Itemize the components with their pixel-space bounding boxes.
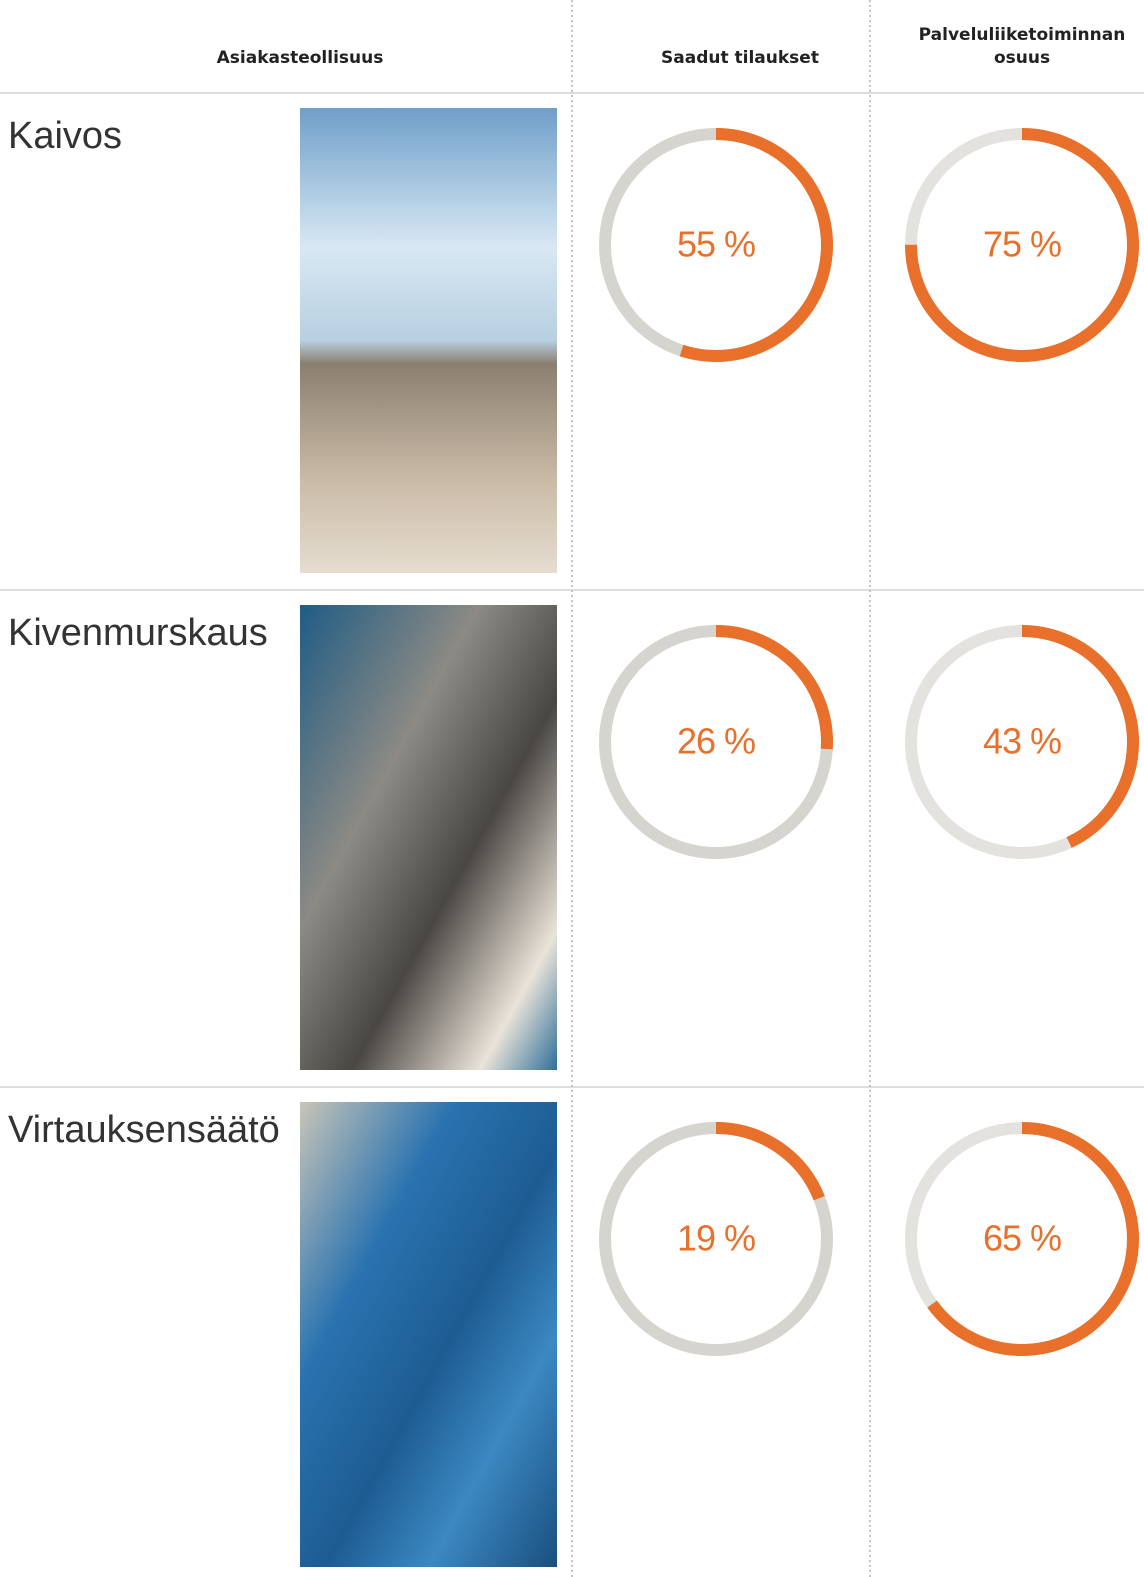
photo (300, 605, 557, 1070)
donut-label: 43 % (983, 721, 1061, 762)
row-name: Kivenmurskaus (8, 612, 268, 654)
column-header: Asiakasteollisuus (216, 48, 384, 68)
donut-label: 65 % (983, 1218, 1061, 1259)
donut-arc (905, 625, 1139, 859)
donut-label: 26 % (677, 721, 755, 762)
photo (300, 108, 557, 573)
donut-arc (905, 128, 1139, 362)
donut-arc (905, 1122, 1139, 1356)
donut-arc (599, 128, 833, 362)
donut-label: 19 % (677, 1218, 755, 1259)
column-header: Palveluliiketoiminnan osuus (918, 25, 1126, 68)
row-name: Kaivos (8, 115, 123, 157)
donut-label: 75 % (983, 224, 1061, 265)
donut-arc (599, 625, 833, 859)
row-name: Virtauksensäätö (8, 1109, 280, 1151)
donut-arc (599, 1122, 833, 1356)
donut-label: 55 % (677, 224, 755, 265)
column-header: Saadut tilaukset (661, 48, 819, 68)
photo (300, 1102, 557, 1567)
